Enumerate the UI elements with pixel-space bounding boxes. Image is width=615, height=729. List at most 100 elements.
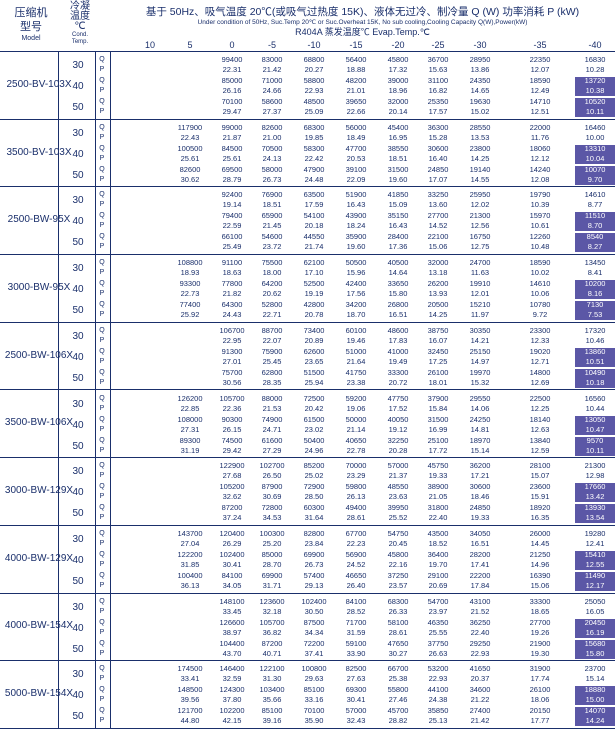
capacity-value: 68800: [303, 55, 325, 64]
model-label-en: Model: [21, 35, 41, 42]
power-value: 20.14: [388, 107, 408, 116]
model-block: 3500-BW-106X 30 Q P 126200 105700 88000 72500 59…: [0, 390, 615, 459]
capacity-value: 48200: [345, 76, 367, 85]
capacity-label: Q: [99, 123, 105, 131]
capacity-value: 40650: [345, 435, 367, 445]
power-value: 16.19: [585, 627, 605, 637]
power-value: 27.04: [180, 538, 200, 548]
power-value: 16.05: [585, 606, 605, 616]
capacity-value: 18590: [529, 76, 551, 85]
capacity-value: 72900: [303, 482, 325, 492]
power-value: 8.77: [587, 200, 603, 210]
capacity-value: 47650: [387, 638, 409, 648]
model-block: 5000-BW-154X 30 Q P 174500 146400 122100 100800…: [0, 660, 615, 729]
power-value: 21.64: [346, 356, 366, 366]
power-value: 10.61: [530, 221, 550, 231]
capacity-value: 83000: [261, 55, 283, 64]
capacity-value: 64300: [221, 300, 243, 310]
capacity-label: Q: [99, 504, 105, 512]
capacity-value: 45800: [387, 549, 409, 559]
capacity-value: 14610: [584, 190, 606, 200]
power-value: 22.40: [470, 627, 490, 637]
capacity-value: 60100: [345, 325, 367, 335]
capacity-value: 24700: [469, 258, 491, 268]
power-value: 39.56: [180, 695, 200, 705]
capacity-value: 38750: [427, 325, 449, 335]
power-value: 10.38: [585, 86, 605, 95]
capacity-label: Q: [99, 347, 105, 355]
power-value: 16.35: [530, 513, 550, 523]
capacity-value: 26200: [427, 279, 449, 289]
power-value: 23.72: [262, 242, 282, 252]
power-value: 17.25: [428, 356, 448, 366]
power-value: 24.48: [304, 174, 324, 184]
capacity-value: 30600: [427, 143, 449, 153]
capacity-value: 32250: [387, 435, 409, 445]
capacity-value: 24350: [469, 76, 491, 85]
power-value: 14.55: [470, 174, 490, 184]
highlight-cell: [575, 368, 615, 388]
capacity-value: 14610: [529, 279, 551, 289]
power-value: 12.71: [530, 356, 550, 366]
capacity-value: 143700: [177, 528, 203, 538]
evap-temp-9: -35: [533, 40, 547, 50]
power-label: P: [99, 222, 105, 230]
capacity-value: 51000: [345, 346, 367, 356]
power-value: 15.06: [428, 242, 448, 252]
power-value: 25.61: [180, 153, 200, 163]
cond-label: 冷凝: [70, 1, 90, 12]
capacity-value: 25050: [584, 596, 606, 606]
cond-temp: 40: [72, 351, 84, 363]
cond-temp: 30: [72, 398, 84, 410]
capacity-value: 13860: [584, 346, 606, 356]
capacity-value: 22500: [529, 393, 551, 403]
capacity-label: Q: [99, 280, 105, 288]
power-value: 26.63: [428, 648, 448, 658]
capacity-value: 24250: [469, 414, 491, 424]
evap-temp-0: 10: [144, 40, 155, 50]
capacity-value: 19970: [469, 367, 491, 377]
power-value: 16.99: [428, 424, 448, 434]
capacity-value: 31900: [529, 664, 551, 674]
capacity-value: 77800: [221, 279, 243, 289]
capacity-value: 58600: [261, 97, 283, 106]
capacity-label: Q: [99, 144, 105, 152]
power-value: 12.56: [470, 221, 490, 231]
power-label: P: [99, 66, 105, 73]
power-value: 26.73: [304, 559, 324, 569]
capacity-value: 27400: [469, 706, 491, 716]
cond-temp: 30: [72, 466, 84, 478]
power-value: 31.19: [180, 445, 200, 455]
power-label: P: [99, 539, 105, 547]
capacity-value: 18140: [529, 414, 551, 424]
model-name: 3000-BW-129X: [4, 485, 74, 497]
capacity-value: 62600: [303, 346, 325, 356]
power-value: 31.64: [304, 513, 324, 523]
capacity-value: 48500: [303, 97, 325, 106]
power-label: P: [99, 493, 105, 501]
capacity-value: 99000: [221, 122, 243, 132]
power-value: 32.62: [222, 492, 242, 502]
capacity-value: 18060: [529, 143, 551, 153]
capacity-value: 18920: [529, 503, 551, 513]
power-value: 36.82: [262, 627, 282, 637]
capacity-value: 40500: [387, 258, 409, 268]
power-value: 14.52: [428, 221, 448, 231]
capacity-value: 39000: [387, 76, 409, 85]
power-value: 25.09: [304, 107, 324, 116]
capacity-value: 44100: [427, 685, 449, 695]
power-value: 37.41: [304, 648, 324, 658]
highlight-cell: [575, 212, 615, 232]
power-value: 15.14: [470, 445, 490, 455]
capacity-value: 25350: [427, 97, 449, 106]
capacity-value: 22000: [529, 122, 551, 132]
power-value: 30.41: [222, 559, 242, 569]
power-label: P: [99, 446, 105, 454]
power-value: 10.44: [585, 403, 605, 413]
power-value: 28.35: [262, 377, 282, 387]
model-name: 3500-BV-103X: [6, 146, 72, 158]
power-value: 21.74: [304, 242, 324, 252]
power-label: P: [99, 717, 105, 725]
power-value: 10.28: [585, 65, 605, 74]
cond-temp: 40: [72, 81, 84, 92]
